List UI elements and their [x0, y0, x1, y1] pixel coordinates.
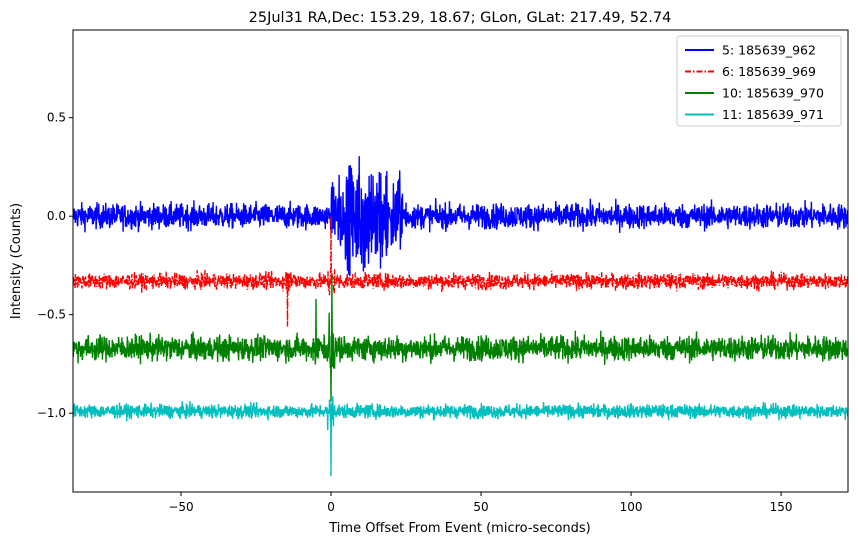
legend-label: 10: 185639_970	[722, 86, 824, 101]
plot-frame	[72, 29, 849, 493]
x-axis-label: Time Offset From Event (micro-seconds)	[328, 521, 591, 536]
y-tick-label: 0.0	[47, 209, 66, 223]
y-axis: 0.5 0.0 −0.5 −1.0	[37, 111, 73, 420]
x-tick-label: 50	[473, 500, 488, 514]
series-line-2	[73, 216, 848, 327]
chart-title: 25Jul31 RA,Dec: 153.29, 18.67; GLon, GLa…	[249, 10, 672, 26]
x-tick-label: 100	[620, 500, 643, 514]
series-line-4	[73, 396, 848, 477]
legend: 5: 185639_962 6: 185639_969 10: 185639_97…	[676, 35, 842, 127]
y-tick-label: −0.5	[37, 308, 66, 322]
x-tick-label: −50	[168, 500, 193, 514]
legend-label: 5: 185639_962	[722, 43, 816, 58]
y-tick-label: −1.0	[37, 406, 66, 420]
x-tick-label: 150	[770, 500, 793, 514]
series-line-1	[73, 156, 848, 277]
x-tick-label: 0	[327, 500, 335, 514]
legend-label: 6: 185639_969	[722, 64, 816, 79]
x-axis: −50 0 50 100 150	[168, 492, 793, 514]
series-layer	[73, 156, 848, 477]
y-tick-label: 0.5	[47, 111, 66, 125]
series-line-3	[73, 275, 848, 402]
legend-box	[676, 35, 842, 127]
y-axis-label: Intensity (Counts)	[9, 203, 24, 319]
legend-label: 11: 185639_971	[722, 107, 824, 122]
